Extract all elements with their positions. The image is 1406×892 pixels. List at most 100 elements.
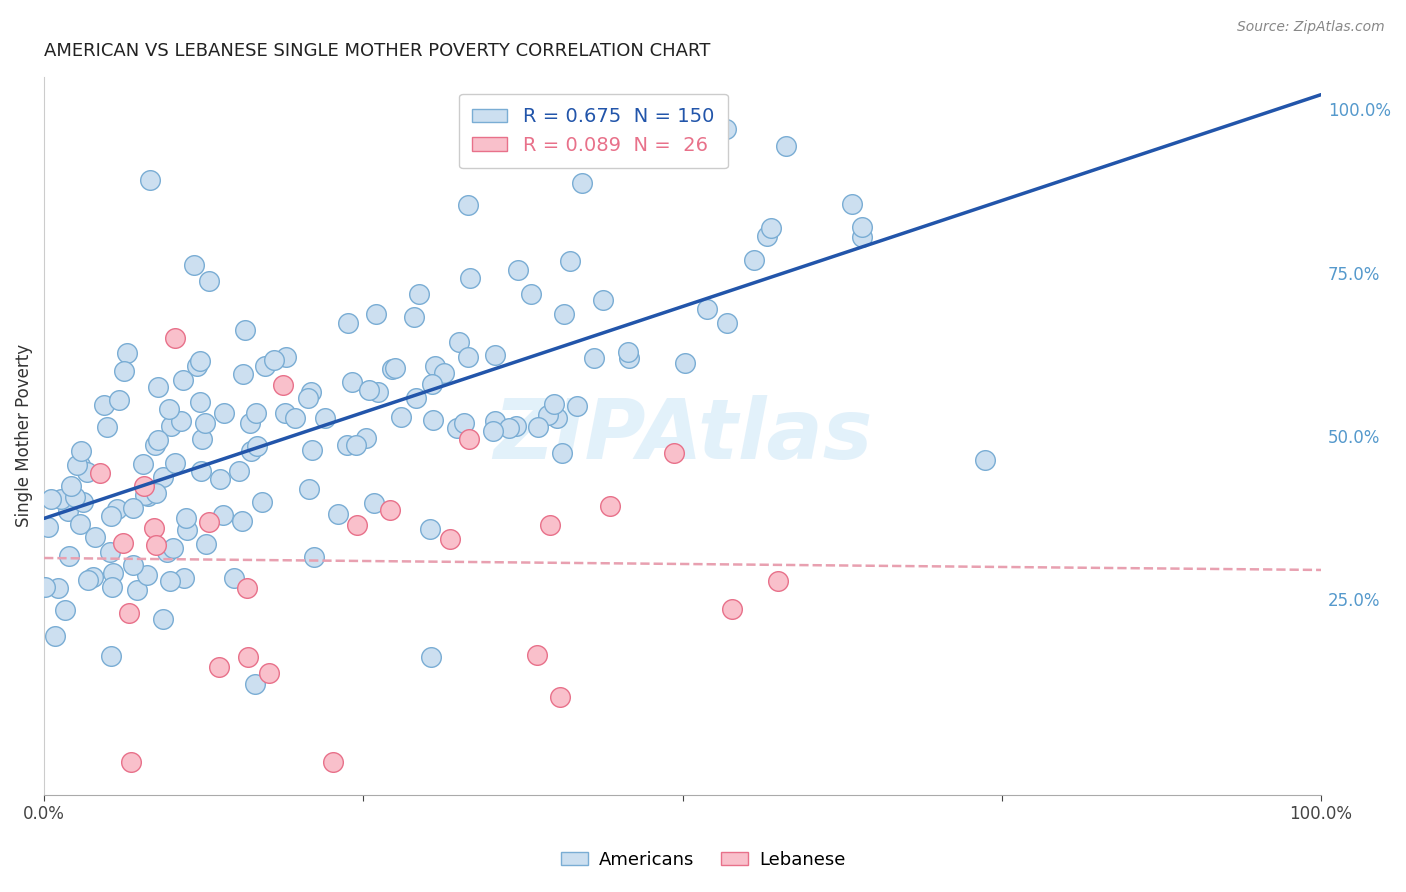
Point	[101, 580, 124, 594]
Text: Source: ZipAtlas.com: Source: ZipAtlas.com	[1237, 20, 1385, 34]
Point	[367, 384, 389, 399]
Point	[222, 571, 245, 585]
Point	[537, 408, 560, 422]
Point	[274, 406, 297, 420]
Point	[89, 466, 111, 480]
Point	[198, 515, 221, 529]
Point	[98, 544, 121, 558]
Point	[37, 519, 59, 533]
Point	[283, 411, 305, 425]
Point	[245, 439, 267, 453]
Point	[66, 458, 89, 472]
Point	[519, 286, 541, 301]
Point	[231, 514, 253, 528]
Point	[136, 489, 159, 503]
Point	[263, 353, 285, 368]
Point	[357, 383, 380, 397]
Point	[250, 495, 273, 509]
Point	[233, 323, 256, 337]
Point	[93, 398, 115, 412]
Point	[439, 532, 461, 546]
Point	[766, 574, 789, 588]
Point	[506, 262, 529, 277]
Point	[756, 229, 779, 244]
Point	[125, 583, 148, 598]
Point	[336, 316, 359, 330]
Point	[51, 492, 73, 507]
Point	[212, 508, 235, 523]
Point	[617, 345, 640, 359]
Point	[108, 393, 131, 408]
Point	[402, 310, 425, 324]
Point	[174, 511, 197, 525]
Point	[146, 434, 169, 448]
Point	[165, 331, 187, 345]
Point	[696, 302, 718, 317]
Point	[173, 572, 195, 586]
Point	[346, 518, 368, 533]
Point	[298, 483, 321, 497]
Point	[191, 433, 214, 447]
Point	[143, 438, 166, 452]
Y-axis label: Single Mother Poverty: Single Mother Poverty	[15, 344, 32, 527]
Point	[105, 501, 128, 516]
Point	[538, 518, 561, 533]
Point	[236, 650, 259, 665]
Point	[134, 479, 156, 493]
Point	[408, 287, 430, 301]
Point	[159, 574, 181, 588]
Point	[420, 376, 443, 391]
Point	[115, 345, 138, 359]
Point	[162, 541, 184, 555]
Point	[336, 438, 359, 452]
Point	[302, 550, 325, 565]
Legend: Americans, Lebanese: Americans, Lebanese	[554, 844, 852, 876]
Point	[170, 414, 193, 428]
Point	[841, 196, 863, 211]
Point	[122, 501, 145, 516]
Point	[134, 488, 156, 502]
Point	[84, 530, 107, 544]
Point	[571, 177, 593, 191]
Point	[65, 490, 87, 504]
Point	[851, 219, 873, 234]
Point	[145, 485, 167, 500]
Point	[122, 558, 145, 572]
Point	[197, 274, 219, 288]
Point	[69, 458, 91, 472]
Point	[759, 220, 782, 235]
Legend: R = 0.675  N = 150, R = 0.089  N =  26: R = 0.675 N = 150, R = 0.089 N = 26	[458, 94, 728, 169]
Point	[340, 376, 363, 390]
Point	[157, 402, 180, 417]
Point	[775, 138, 797, 153]
Point	[111, 536, 134, 550]
Point	[498, 420, 520, 434]
Point	[34, 580, 56, 594]
Point	[53, 602, 76, 616]
Point	[422, 413, 444, 427]
Point	[245, 677, 267, 691]
Point	[446, 421, 468, 435]
Point	[716, 316, 738, 330]
Point	[72, 495, 94, 509]
Point	[380, 503, 402, 517]
Point	[208, 660, 231, 674]
Point	[460, 271, 482, 285]
Point	[505, 418, 527, 433]
Point	[433, 366, 456, 380]
Point	[100, 649, 122, 664]
Point	[551, 446, 574, 460]
Point	[70, 443, 93, 458]
Point	[194, 537, 217, 551]
Point	[384, 361, 406, 376]
Point	[447, 335, 470, 350]
Point	[582, 351, 605, 366]
Point	[274, 351, 297, 365]
Point	[172, 373, 194, 387]
Point	[363, 495, 385, 509]
Point	[118, 607, 141, 621]
Point	[553, 307, 575, 321]
Point	[481, 424, 503, 438]
Point	[239, 416, 262, 430]
Point	[565, 399, 588, 413]
